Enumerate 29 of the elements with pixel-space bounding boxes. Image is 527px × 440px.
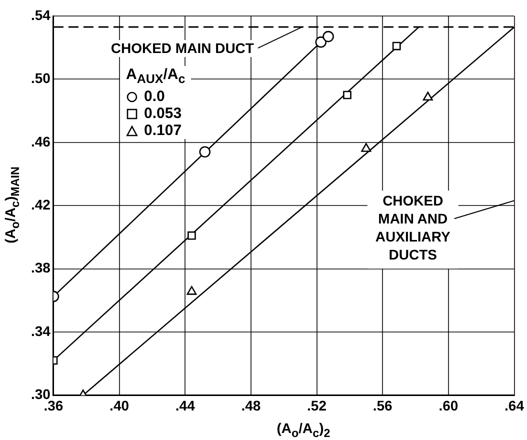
annotation: CHOKED MAIN DUCT [110, 40, 254, 56]
legend-label: 0.053 [144, 105, 182, 122]
point [186, 286, 197, 295]
x-tick-label: .60 [438, 397, 458, 414]
point [322, 30, 334, 42]
x-tick-label: .64 [504, 397, 524, 414]
x-tick-label: .44 [175, 397, 196, 414]
x-tick-label: .56 [372, 397, 393, 414]
point [422, 92, 433, 101]
x-tick-label: .48 [241, 397, 261, 414]
y-tick-label: .46 [30, 133, 51, 150]
y-tick-label: .50 [30, 70, 51, 86]
point [199, 146, 211, 158]
y-tick-label: .38 [30, 260, 51, 276]
annotation: CHOKED MAIN AND AUXILIARY DUCTS [375, 192, 452, 263]
point [188, 231, 196, 240]
legend-label: 0.0 [144, 88, 165, 105]
x-axis-title: (A$_{o}$/A$_{c}$)$_{2}$ [276, 420, 332, 440]
y-tick-label: .34 [30, 322, 51, 339]
y-tick-label: .42 [30, 196, 51, 212]
x-tick-label: .40 [110, 397, 130, 414]
x-tick-label: .52 [307, 397, 327, 414]
point [361, 143, 372, 152]
point [315, 36, 327, 48]
legend-title: A$_{AUX}$/A$_{c}$ [126, 66, 186, 88]
point [343, 90, 352, 100]
legend-label: 0.107 [144, 122, 182, 139]
y-tick-label: .54 [30, 6, 51, 23]
point [392, 42, 401, 50]
